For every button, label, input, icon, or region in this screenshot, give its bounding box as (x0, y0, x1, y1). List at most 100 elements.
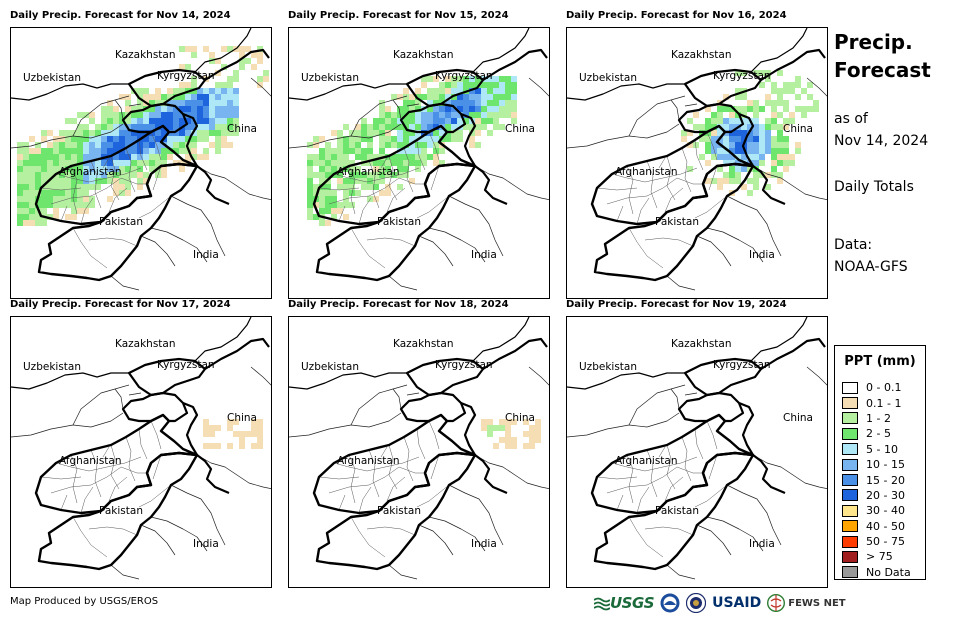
precip-cell (53, 160, 59, 166)
precip-cell (337, 136, 343, 142)
precip-cell (729, 112, 735, 118)
legend-label: 20 - 30 (866, 488, 905, 502)
precip-cell (705, 136, 711, 142)
precip-cell (385, 184, 391, 190)
precip-cell (107, 142, 113, 148)
precip-cell (167, 142, 173, 148)
precip-cell (125, 172, 131, 178)
map-panel-title: Daily Precip. Forecast for Nov 14, 2024 (10, 10, 231, 21)
precip-cell (391, 154, 397, 160)
precip-cell (397, 172, 403, 178)
precip-cell (379, 178, 385, 184)
precip-cell (143, 124, 149, 130)
precip-cell (415, 100, 421, 106)
precip-cell (753, 124, 759, 130)
precip-cell (421, 94, 427, 100)
precip-cell (191, 142, 197, 148)
precip-cell (257, 443, 263, 449)
precip-cell (439, 130, 445, 136)
country-label-kyrgyzstan: Kyrgyzstan (435, 70, 493, 82)
precip-cell (765, 94, 771, 100)
precip-cell (65, 136, 71, 142)
precip-cell (71, 184, 77, 190)
precip-cell (511, 437, 517, 443)
precip-cell (813, 106, 819, 112)
precip-cell (367, 154, 373, 160)
country-border-line (406, 103, 420, 107)
country-label-kyrgyzstan: Kyrgyzstan (713, 359, 771, 371)
province-boundary (380, 446, 388, 458)
precip-cell (239, 64, 245, 70)
precip-cell (735, 88, 741, 94)
country-border-line (140, 524, 176, 556)
precip-cell (257, 419, 263, 425)
precip-cell (783, 82, 789, 88)
precip-cell (337, 160, 343, 166)
precip-cell (379, 124, 385, 130)
precip-cell (343, 178, 349, 184)
province-boundary (368, 449, 380, 498)
precip-cell (77, 112, 83, 118)
precip-cell (41, 208, 47, 214)
precip-cell (361, 148, 367, 154)
precip-cell (777, 136, 783, 142)
country-border-line (474, 165, 549, 200)
country-label-india: India (471, 249, 497, 261)
precip-cell (747, 154, 753, 160)
precip-cell (107, 196, 113, 202)
precip-cell (783, 136, 789, 142)
usaid-logo-text: USAID (712, 595, 762, 611)
precip-cell (331, 130, 337, 136)
precip-cell (23, 190, 29, 196)
province-boundary (694, 139, 704, 171)
precip-cell (29, 220, 35, 226)
precip-cell (505, 82, 511, 88)
precip-cell (203, 431, 209, 437)
precip-cell (759, 142, 765, 148)
province-boundary (628, 516, 664, 558)
precip-cell (493, 425, 499, 431)
precip-cell (209, 58, 215, 64)
map-panel: Daily Precip. Forecast for Nov 18, 2024 K… (288, 299, 550, 588)
precip-cell (215, 106, 221, 112)
province-boundary (55, 456, 142, 472)
precip-cell (415, 112, 421, 118)
precip-cell (705, 118, 711, 124)
precip-cell (65, 118, 71, 124)
precip-cell (729, 148, 735, 154)
precip-cell (753, 160, 759, 166)
province-boundary (380, 157, 388, 169)
precip-cell (125, 130, 131, 136)
province-boundary (50, 177, 122, 205)
precip-cell (445, 118, 451, 124)
province-boundary (348, 454, 356, 504)
province-boundary (120, 466, 147, 474)
precip-cell (451, 118, 457, 124)
precip-cell (47, 190, 53, 196)
precip-cell (113, 172, 119, 178)
precip-cell (421, 136, 427, 142)
precip-cell (717, 118, 723, 124)
noaa-logo (660, 593, 680, 613)
precip-cell (385, 118, 391, 124)
precip-cell (505, 112, 511, 118)
precip-cell (367, 136, 373, 142)
country-label-kyrgyzstan: Kyrgyzstan (157, 359, 215, 371)
precip-cell (403, 172, 409, 178)
country-border-line (567, 123, 680, 149)
precip-cell (529, 431, 535, 437)
country-label-china: China (783, 123, 813, 135)
precip-cell (23, 196, 29, 202)
precip-cell (23, 142, 29, 148)
precip-cell (765, 124, 771, 130)
precip-cell (179, 148, 185, 154)
precip-cell (747, 148, 753, 154)
precip-cell (433, 130, 439, 136)
precip-cell (475, 100, 481, 106)
precip-cell (529, 425, 535, 431)
precip-cell (481, 88, 487, 94)
precip-cell (233, 118, 239, 124)
precip-cell (113, 190, 119, 196)
precip-cell (735, 142, 741, 148)
precip-cell (119, 172, 125, 178)
